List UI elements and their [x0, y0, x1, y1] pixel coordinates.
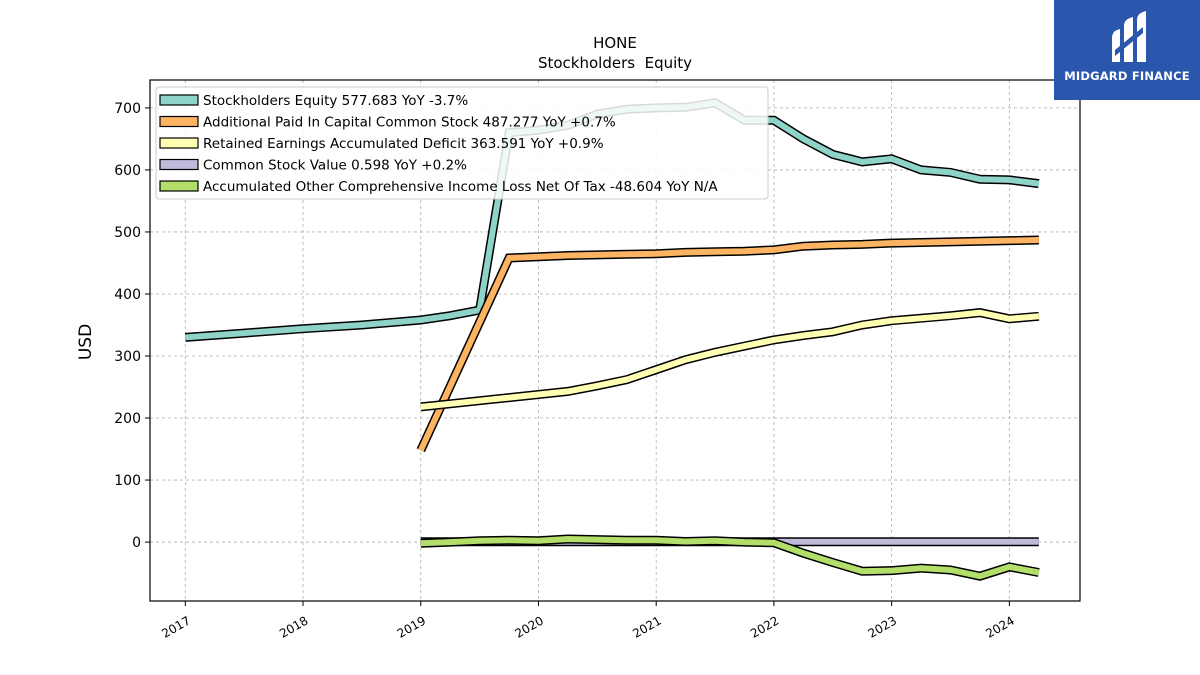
- legend-entry: Accumulated Other Comprehensive Income L…: [203, 179, 718, 195]
- legend-entry: Common Stock Value 0.598 YoY +0.2%: [203, 158, 467, 174]
- x-tick-label: 2020: [513, 613, 546, 640]
- series-line: [418, 237, 1039, 452]
- logo-text: MIDGARD FINANCE: [1064, 69, 1190, 83]
- x-tick-label: 2023: [866, 613, 899, 640]
- legend-entry: Retained Earnings Accumulated Deficit 36…: [203, 136, 604, 152]
- legend-swatch: [159, 94, 199, 106]
- y-tick-label: 500: [114, 225, 141, 241]
- y-tick-label: 700: [114, 101, 141, 117]
- y-tick-label: 200: [114, 411, 141, 427]
- logo-mark-icon: [1112, 11, 1146, 62]
- y-tick-label: 100: [114, 473, 141, 489]
- y-tick-label: 300: [114, 349, 141, 365]
- legend-entry: Stockholders Equity 577.683 YoY -3.7%: [203, 93, 468, 109]
- series-line: [420, 309, 1040, 410]
- legend: Stockholders Equity 577.683 YoY -3.7% Add…: [155, 86, 769, 200]
- axis-ticks: 0 100 200 300 400 500 600 700 2017 2018 2019 2020 20…: [114, 101, 1017, 641]
- legend-entry: Additional Paid In Capital Common Stock …: [203, 115, 616, 131]
- x-tick-label: 2018: [277, 613, 310, 640]
- chart-subtitle: Stockholders Equity: [538, 54, 692, 72]
- plot-frame: [149, 79, 1081, 602]
- x-tick-label: 2021: [630, 613, 663, 640]
- legend-box: [155, 86, 769, 200]
- series-line: [420, 535, 1040, 580]
- legend-swatch: [159, 180, 199, 192]
- legend-swatch: [159, 115, 199, 128]
- series-line-outline: [420, 308, 1040, 412]
- y-axis-label: USD: [76, 324, 96, 360]
- x-tick-label: 2017: [159, 613, 192, 640]
- legend-swatch: [159, 137, 199, 149]
- legend-swatch: [159, 158, 199, 171]
- x-tick-label: 2022: [748, 613, 781, 640]
- chart-title: HONE: [593, 34, 637, 52]
- y-tick-label: 400: [114, 287, 141, 303]
- y-tick-label: 0: [132, 535, 141, 551]
- x-tick-label: 2019: [395, 613, 428, 640]
- x-tick-label: 2024: [983, 613, 1016, 640]
- brand-logo: MIDGARD FINANCE: [1054, 0, 1200, 100]
- y-tick-label: 600: [114, 163, 141, 179]
